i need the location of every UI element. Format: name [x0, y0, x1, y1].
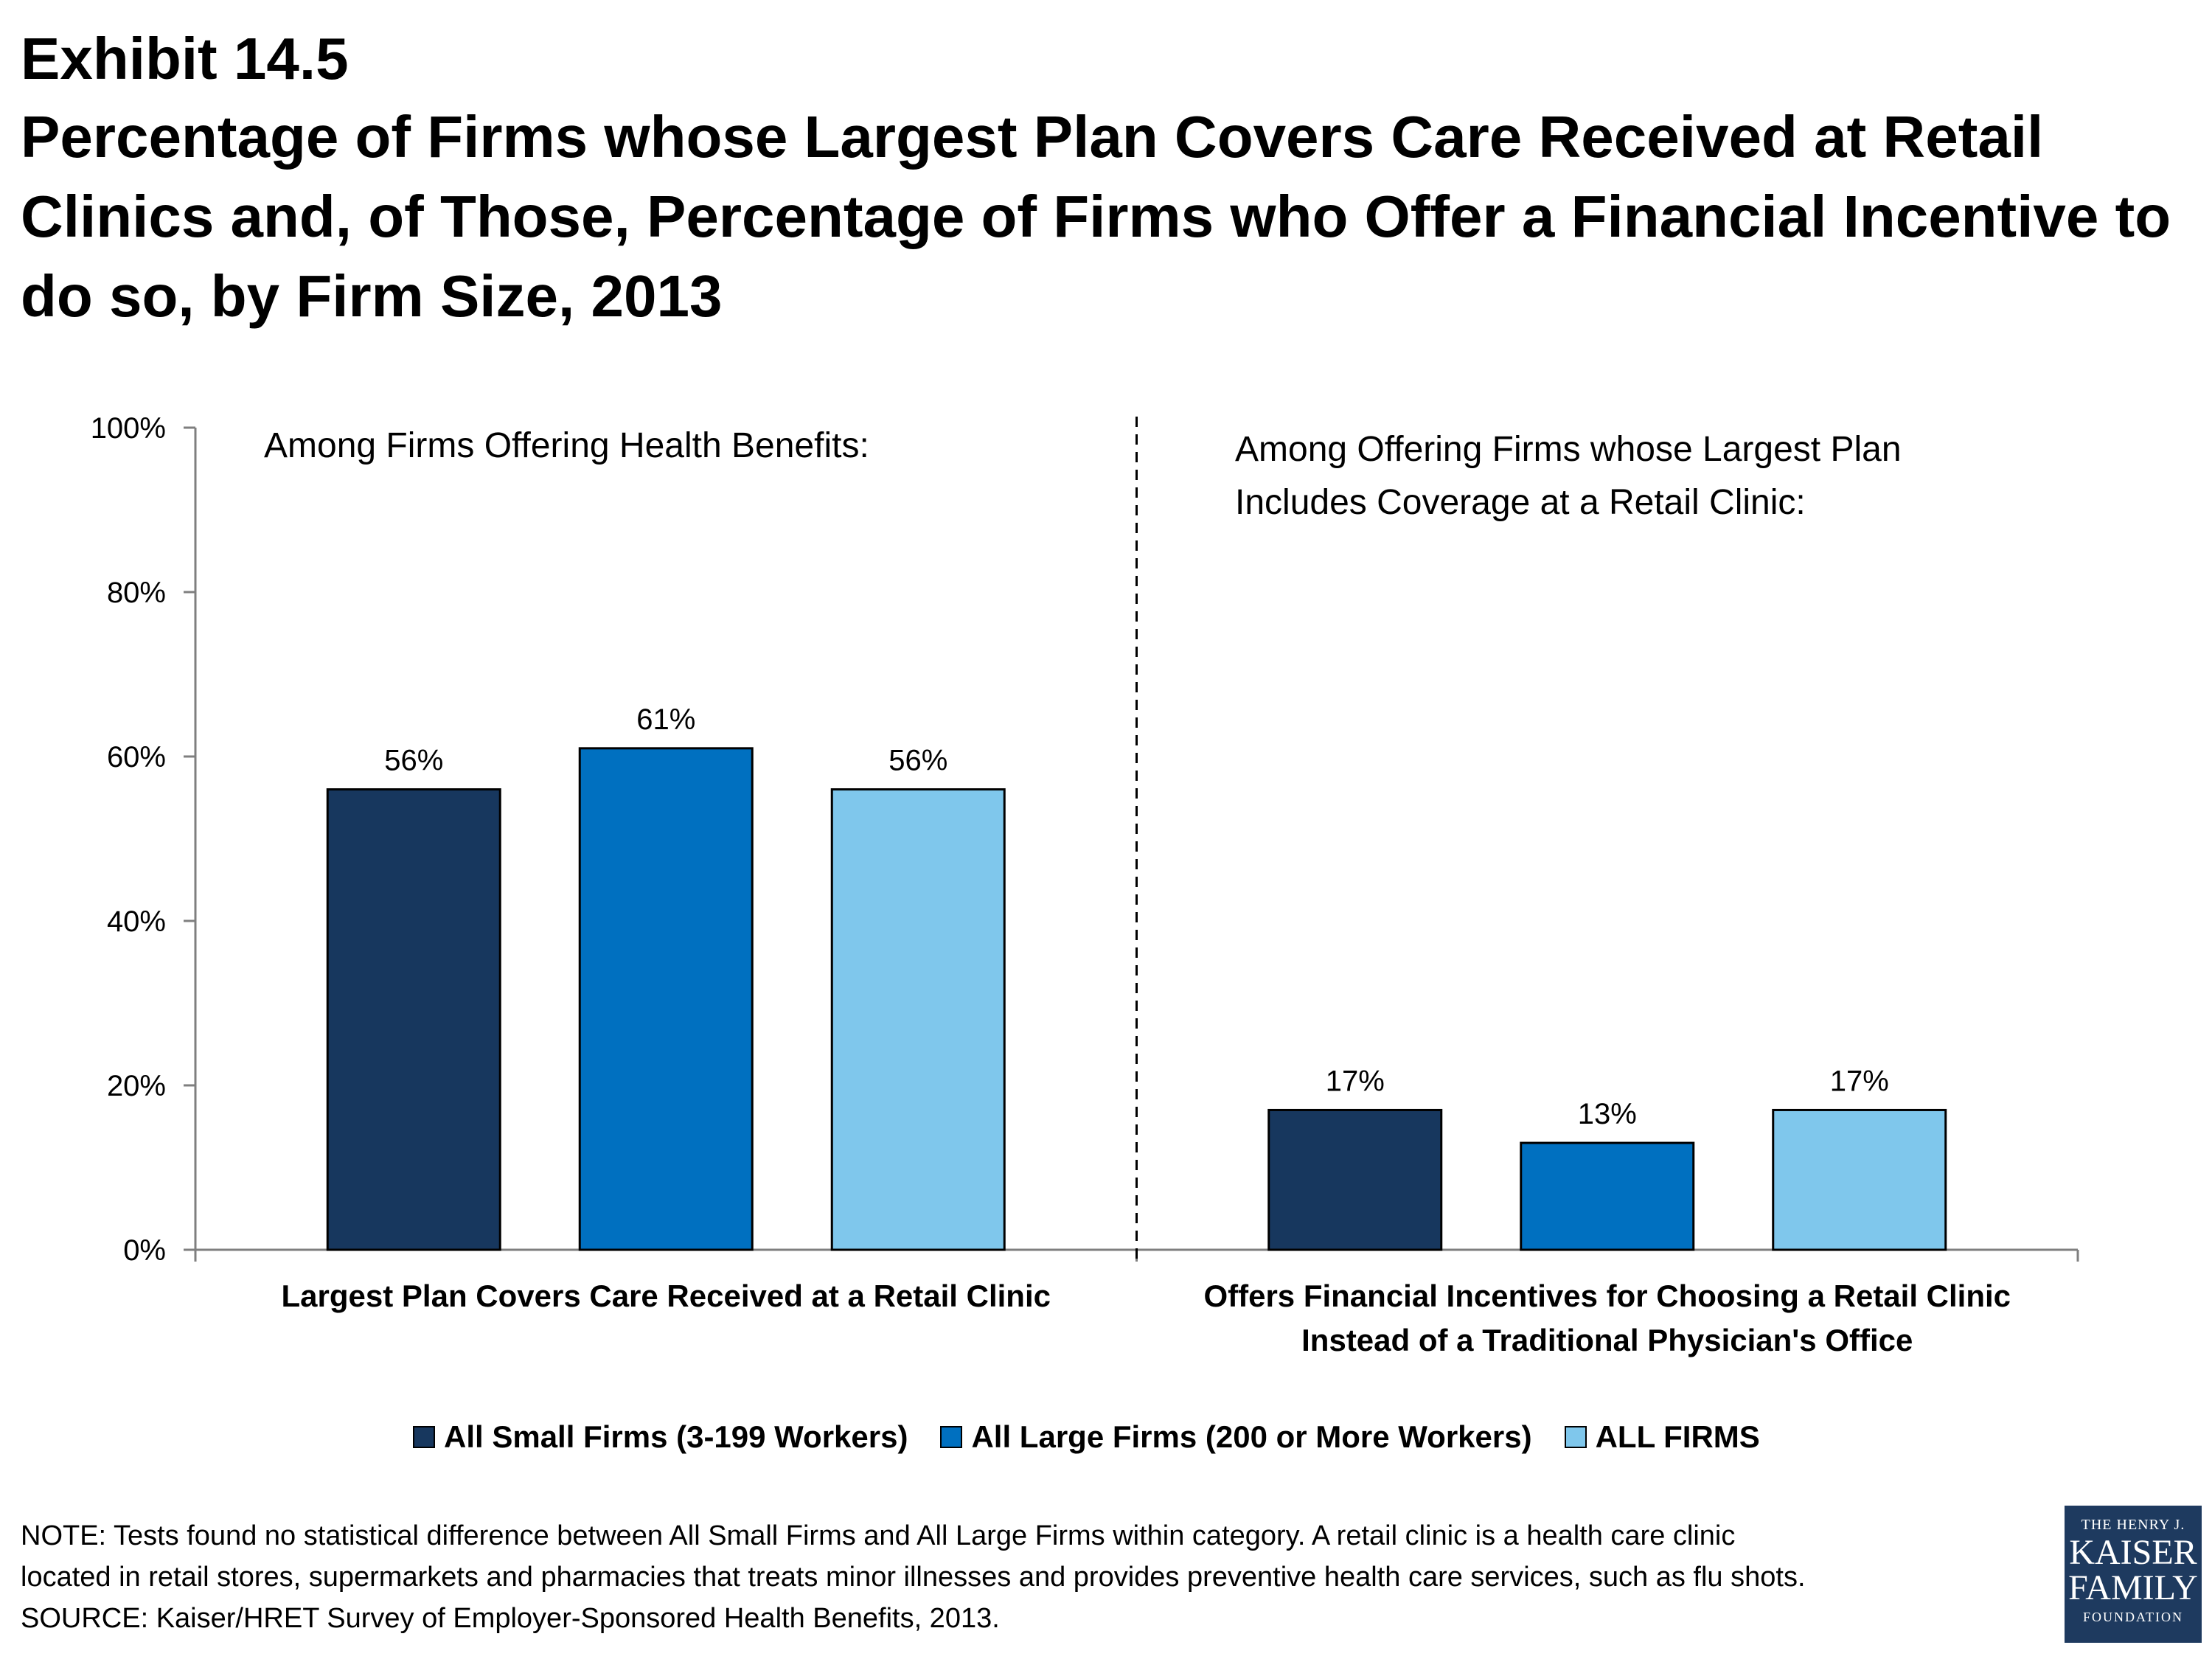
legend-item-large-firms: All Large Firms (200 or More Workers) — [940, 1419, 1532, 1455]
kff-logo: THE HENRY J. KAISER FAMILY FOUNDATION — [2065, 1506, 2202, 1643]
panel-label: Among Firms Offering Health Benefits: — [264, 426, 869, 465]
data-label: 17% — [1830, 1065, 1889, 1097]
legend-swatch-large-firms — [940, 1426, 963, 1448]
y-tick-label: 40% — [107, 905, 166, 938]
y-tick-label: 80% — [107, 577, 166, 609]
panel-label: Among Offering Firms whose Largest Plan — [1235, 430, 1902, 469]
note-line-1: NOTE: Tests found no statistical differe… — [21, 1520, 1736, 1551]
chart-title: Percentage of Firms whose Largest Plan C… — [21, 104, 2171, 329]
title-block: Exhibit 14.5 Percentage of Firms whose L… — [21, 21, 2181, 336]
source-line: SOURCE: Kaiser/HRET Survey of Employer-S… — [21, 1603, 1000, 1634]
logo-line-4: FOUNDATION — [2083, 1610, 2183, 1624]
data-label: 56% — [384, 745, 443, 777]
legend-swatch-all-firms — [1564, 1426, 1587, 1448]
y-tick-label: 20% — [107, 1070, 166, 1102]
category-label: Instead of a Traditional Physician's Off… — [1301, 1323, 1913, 1357]
legend: All Small Firms (3-199 Workers) All Larg… — [413, 1419, 1888, 1455]
legend-swatch-small-firms — [413, 1426, 435, 1448]
bar — [1772, 1108, 1947, 1251]
panel-label: Includes Coverage at a Retail Clinic: — [1235, 483, 1806, 522]
data-label: 17% — [1326, 1065, 1385, 1097]
legend-item-all-firms: ALL FIRMS — [1564, 1419, 1760, 1455]
logo-line-2: KAISER — [2069, 1533, 2197, 1572]
y-tick-label: 100% — [91, 412, 166, 445]
bar — [1520, 1141, 1695, 1251]
footnote: NOTE: Tests found no statistical differe… — [21, 1515, 2056, 1639]
logo-line-1: THE HENRY J. — [2081, 1517, 2185, 1533]
category-label: Largest Plan Covers Care Received at a R… — [282, 1279, 1051, 1313]
data-label: 61% — [636, 703, 695, 736]
legend-label-small-firms: All Small Firms (3-199 Workers) — [444, 1419, 908, 1454]
legend-label-large-firms: All Large Firms (200 or More Workers) — [971, 1419, 1532, 1454]
bar — [830, 788, 1006, 1251]
legend-label-all-firms: ALL FIRMS — [1595, 1419, 1760, 1454]
note-line-2: located in retail stores, supermarkets a… — [21, 1562, 1806, 1593]
legend-item-small-firms: All Small Firms (3-199 Workers) — [413, 1419, 908, 1455]
y-tick-label: 0% — [123, 1234, 166, 1267]
bar — [578, 747, 754, 1251]
data-label: 13% — [1578, 1098, 1637, 1130]
bar — [326, 788, 501, 1251]
category-label: Offers Financial Incentives for Choosing… — [1203, 1279, 2011, 1313]
logo-line-3: FAMILY — [2068, 1568, 2198, 1607]
exhibit-number: Exhibit 14.5 — [21, 26, 349, 91]
data-label: 56% — [888, 745, 947, 777]
bar — [1267, 1108, 1443, 1251]
y-tick-label: 60% — [107, 741, 166, 773]
